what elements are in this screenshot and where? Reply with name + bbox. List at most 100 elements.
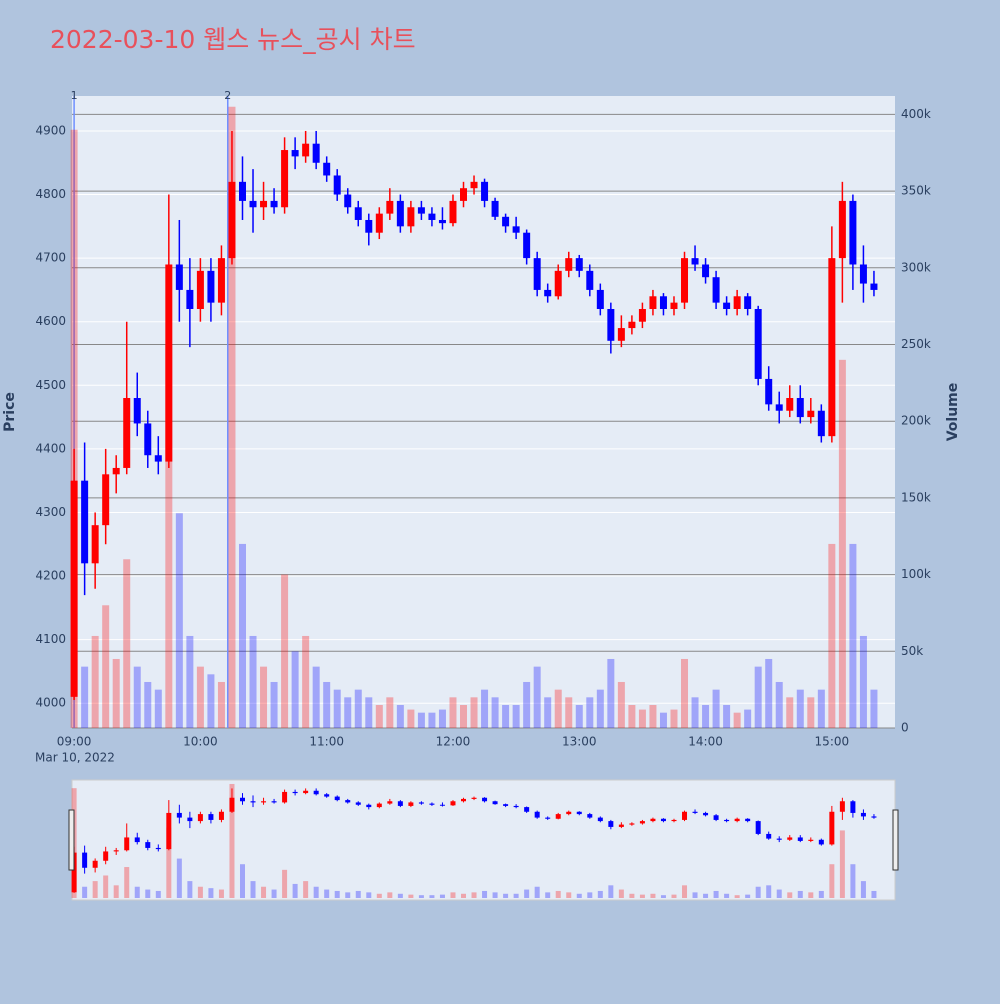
candle-body <box>208 814 214 820</box>
candle-body <box>659 296 667 309</box>
volume-bar <box>81 666 89 728</box>
volume-bar <box>808 892 814 898</box>
volume-bar <box>786 697 794 728</box>
candle-body <box>776 838 782 840</box>
y-tick-label: 4700 <box>35 251 66 265</box>
candle-body <box>145 842 151 848</box>
volume-bar <box>154 689 162 728</box>
candle-body <box>439 804 445 806</box>
candle-body <box>838 200 846 259</box>
volume-bar <box>681 658 689 728</box>
candle-body <box>260 200 268 208</box>
candle-body <box>312 143 320 163</box>
volume-bar <box>776 889 782 898</box>
volume-bar <box>292 883 298 898</box>
candle-body <box>712 277 720 303</box>
candle-body <box>576 811 582 815</box>
volume-bar <box>418 895 424 898</box>
volume-bar <box>523 681 531 728</box>
candle-body <box>660 818 666 822</box>
candle-body <box>766 833 772 839</box>
volume-bar <box>70 129 78 729</box>
candle-body <box>154 455 162 462</box>
candle-body <box>187 817 193 822</box>
candle-body <box>196 270 204 309</box>
candle-body <box>608 821 614 827</box>
candle-body <box>586 270 594 290</box>
candle-body <box>796 398 804 418</box>
volume-bar <box>817 689 825 728</box>
volume-bar <box>659 712 667 728</box>
candle-body <box>650 818 656 822</box>
volume-bar <box>175 513 183 728</box>
y-tick-label: 4300 <box>35 505 66 519</box>
candle-body <box>238 181 246 201</box>
volume-bar <box>744 709 752 728</box>
candle-body <box>261 801 267 803</box>
volume-bar <box>512 704 520 728</box>
candle-body <box>239 797 245 802</box>
volume-bar <box>366 892 372 898</box>
candle-body <box>82 852 88 868</box>
candle-body <box>228 181 236 259</box>
candle-body <box>554 270 562 297</box>
y-tick-label: 4200 <box>35 569 66 583</box>
volume-bar <box>650 893 656 898</box>
volume-bar <box>144 681 152 728</box>
volume-bar <box>628 704 636 728</box>
volume-bar <box>850 864 856 898</box>
volume-bar <box>597 890 603 898</box>
volume-bar <box>439 894 445 898</box>
candle-body <box>418 802 424 804</box>
volume-bar <box>354 689 362 728</box>
volume-bar <box>838 359 846 728</box>
candle-body <box>596 289 604 309</box>
candle-body <box>376 803 382 808</box>
range-handle[interactable] <box>892 809 899 871</box>
candle-body <box>70 480 78 697</box>
candle-body <box>839 801 845 812</box>
volume-bar <box>871 890 877 898</box>
volume-bar <box>271 889 277 898</box>
y2-tick-label: 400k <box>901 107 931 121</box>
volume-bar <box>503 893 509 898</box>
x-tick-label: 14:00 <box>688 735 723 749</box>
volume-bar <box>312 666 320 728</box>
range-handle[interactable] <box>68 809 75 871</box>
volume-bar <box>702 704 710 728</box>
volume-bar <box>870 689 878 728</box>
volume-bar <box>250 881 256 898</box>
volume-bar <box>555 890 561 898</box>
volume-bar <box>333 689 341 728</box>
volume-bar <box>533 666 541 728</box>
candle-body <box>649 296 657 309</box>
volume-bar <box>303 881 309 898</box>
volume-bar <box>145 889 151 898</box>
volume-bar <box>461 893 467 898</box>
candle-body <box>134 837 140 843</box>
candle-body <box>512 226 520 233</box>
candle-body <box>628 321 636 329</box>
volume-bar <box>344 697 352 728</box>
candle-body <box>124 837 130 851</box>
candle-body <box>270 200 278 208</box>
y2-tick-label: 100k <box>901 567 931 581</box>
candle-body <box>481 181 489 201</box>
volume-bar <box>713 890 719 898</box>
volume-bar <box>249 635 257 728</box>
volume-bar <box>502 704 510 728</box>
candle-body <box>503 804 509 806</box>
candle-body <box>733 296 741 309</box>
volume-bar <box>208 888 214 898</box>
volume-bar <box>544 697 552 728</box>
candle-body <box>723 302 731 309</box>
candle-body <box>765 378 773 405</box>
candle-body <box>745 818 751 822</box>
volume-bar <box>428 712 436 728</box>
y-tick-label: 4600 <box>35 314 66 328</box>
candle-body <box>491 200 499 217</box>
volume-bar <box>155 890 161 898</box>
volume-bar <box>123 559 131 728</box>
volume-bar <box>166 827 172 898</box>
candle-body <box>112 467 120 475</box>
